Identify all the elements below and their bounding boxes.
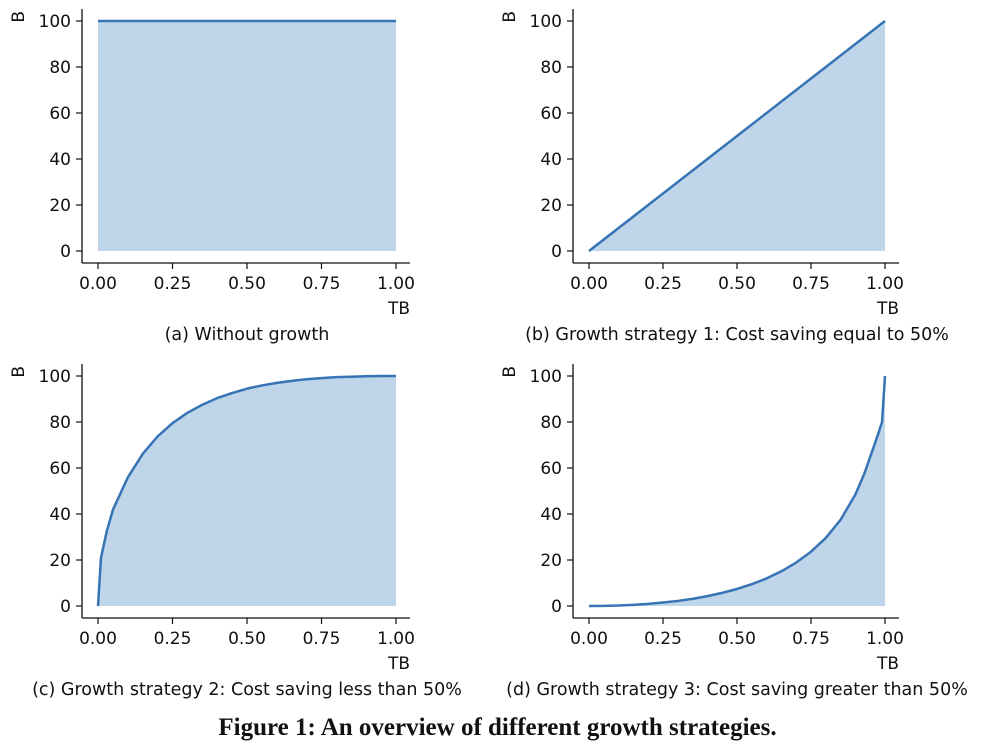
y-tick-label: 100 bbox=[530, 12, 562, 32]
x-tick-label: 0.25 bbox=[644, 629, 682, 649]
area-fill bbox=[589, 376, 885, 606]
y-tick-label: 20 bbox=[49, 551, 71, 571]
x-tick-label: 0.00 bbox=[79, 629, 117, 649]
y-tick-label: 40 bbox=[540, 150, 562, 170]
y-tick-label: 40 bbox=[49, 505, 71, 525]
chart-panel-1: 0 20 40 60 80 100 0.00 0.25 0.50 0.75 1.00 TB B (a) W… bbox=[9, 9, 415, 345]
x-tick-label: 1.00 bbox=[377, 274, 415, 294]
y-tick-label: 60 bbox=[540, 104, 562, 124]
x-tick-label: 0.75 bbox=[792, 629, 830, 649]
y-axis-label: B bbox=[9, 366, 29, 378]
y-tick-label: 100 bbox=[530, 367, 562, 387]
x-tick-label: 0.50 bbox=[718, 629, 756, 649]
subplot-caption: (a) Without growth bbox=[165, 325, 330, 345]
x-tick-label: 0.25 bbox=[154, 629, 192, 649]
y-axis-label: B bbox=[500, 11, 520, 23]
y-tick-label: 80 bbox=[49, 58, 71, 78]
x-axis-label: TB bbox=[387, 299, 410, 319]
y-tick-label: 20 bbox=[540, 196, 562, 216]
figure-caption: Figure 1: An overview of different growt… bbox=[218, 714, 777, 741]
x-tick-label: 1.00 bbox=[866, 629, 904, 649]
y-tick-label: 0 bbox=[60, 597, 71, 617]
x-tick-label: 0.00 bbox=[570, 274, 608, 294]
y-tick-label: 0 bbox=[60, 242, 71, 262]
x-tick-label: 0.75 bbox=[303, 629, 341, 649]
chart-panel-3: 0 20 40 60 80 100 0.00 0.25 0.50 0.75 1.00 TB B (c) G… bbox=[9, 364, 462, 700]
y-tick-label: 20 bbox=[540, 551, 562, 571]
x-axis-label: TB bbox=[876, 299, 899, 319]
x-tick-label: 0.00 bbox=[79, 274, 117, 294]
x-tick-label: 0.50 bbox=[228, 274, 266, 294]
x-tick-label: 0.50 bbox=[228, 629, 266, 649]
y-tick-label: 0 bbox=[551, 242, 562, 262]
area-fill bbox=[98, 376, 396, 606]
figure-canvas: 0 20 40 60 80 100 0.00 0.25 0.50 0.75 1.00 TB B (a) W… bbox=[9, 9, 968, 700]
series-line bbox=[588, 375, 887, 608]
x-tick-label: 0.75 bbox=[303, 274, 341, 294]
y-tick-label: 40 bbox=[49, 150, 71, 170]
subplot-caption: (b) Growth strategy 1: Cost saving equal… bbox=[525, 325, 949, 345]
x-tick-label: 0.00 bbox=[570, 629, 608, 649]
series-line bbox=[96, 374, 396, 607]
subplot-caption: (d) Growth strategy 3: Cost saving great… bbox=[506, 680, 968, 700]
y-tick-label: 80 bbox=[540, 413, 562, 433]
series-line bbox=[588, 20, 886, 252]
y-tick-label: 20 bbox=[49, 196, 71, 216]
y-tick-label: 100 bbox=[39, 12, 71, 32]
area-fill bbox=[98, 21, 396, 251]
x-tick-label: 1.00 bbox=[866, 274, 904, 294]
y-tick-label: 60 bbox=[540, 459, 562, 479]
x-tick-label: 0.50 bbox=[718, 274, 756, 294]
chart-panel-4: 0 20 40 60 80 100 0.00 0.25 0.50 0.75 1.00 TB B (d) G… bbox=[500, 364, 968, 700]
y-tick-label: 100 bbox=[39, 367, 71, 387]
y-tick-label: 60 bbox=[49, 104, 71, 124]
y-tick-label: 80 bbox=[49, 413, 71, 433]
x-axis-label: TB bbox=[876, 654, 899, 674]
y-tick-label: 80 bbox=[540, 58, 562, 78]
subplot-caption: (c) Growth strategy 2: Cost saving less … bbox=[32, 680, 462, 700]
y-axis-label: B bbox=[9, 11, 29, 23]
y-axis-label: B bbox=[500, 366, 520, 378]
x-tick-label: 0.25 bbox=[644, 274, 682, 294]
x-tick-label: 0.75 bbox=[792, 274, 830, 294]
x-tick-label: 1.00 bbox=[377, 629, 415, 649]
x-axis-label: TB bbox=[387, 654, 410, 674]
chart-panel-2: 0 20 40 60 80 100 0.00 0.25 0.50 0.75 1.00 TB B (b) G… bbox=[500, 9, 949, 345]
y-tick-label: 0 bbox=[551, 597, 562, 617]
y-tick-label: 60 bbox=[49, 459, 71, 479]
y-tick-label: 40 bbox=[540, 505, 562, 525]
x-tick-label: 0.25 bbox=[154, 274, 192, 294]
